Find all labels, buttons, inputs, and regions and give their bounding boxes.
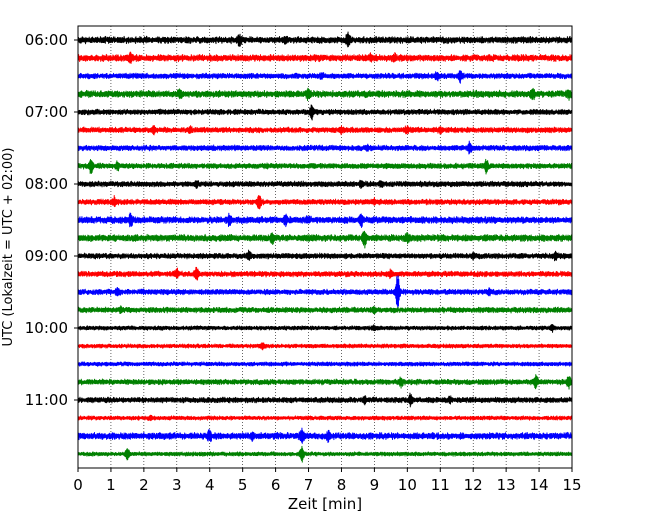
trace-line <box>77 230 573 249</box>
trace-line <box>77 158 573 175</box>
y-tick-label: 06:00 <box>25 31 68 49</box>
trace-line <box>77 212 573 228</box>
trace-line <box>77 249 573 262</box>
x-tick-label: 1 <box>106 476 116 494</box>
x-tick-label: 3 <box>172 476 182 494</box>
x-tick-label: 9 <box>370 476 380 494</box>
trace-line <box>77 374 573 390</box>
x-tick-label: 12 <box>464 476 483 494</box>
trace-line <box>77 305 573 315</box>
trace-line <box>77 275 573 310</box>
x-tick-label: 14 <box>530 476 549 494</box>
y-axis-title: UTC (Lokalzeit = UTC + 02:00) <box>1 148 16 347</box>
y-tick-label: 08:00 <box>25 175 68 193</box>
x-tick-label: 4 <box>205 476 215 494</box>
x-tick-label: 6 <box>271 476 281 494</box>
x-tick-label: 10 <box>398 476 417 494</box>
trace-lines <box>77 31 573 463</box>
y-tick-label: 07:00 <box>25 103 68 121</box>
trace-line <box>77 70 573 84</box>
trace-line <box>77 392 573 408</box>
trace-line <box>77 179 573 190</box>
y-axis-ticks: 06:00 07:00 08:00 09:00 10:00 11:00 <box>25 31 78 409</box>
trace-line <box>77 414 573 422</box>
x-tick-label: 7 <box>304 476 314 494</box>
x-axis-title: Zeit [min] <box>288 495 362 513</box>
x-tick-label: 0 <box>73 476 83 494</box>
x-tick-label: 8 <box>337 476 347 494</box>
trace-line <box>77 194 573 210</box>
x-axis-ticks: 0 1 2 3 4 5 6 7 8 9 10 11 12 13 14 15 <box>73 468 582 494</box>
y-tick-label: 10:00 <box>25 319 68 337</box>
x-tick-label: 2 <box>139 476 149 494</box>
trace-line <box>77 427 573 444</box>
x-tick-label: 13 <box>497 476 516 494</box>
x-tick-label: 5 <box>238 476 248 494</box>
trace-line <box>77 104 573 121</box>
trace-line <box>77 51 573 65</box>
trace-line <box>77 445 573 463</box>
trace-line <box>77 342 573 351</box>
x-tick-label: 11 <box>431 476 450 494</box>
trace-line <box>77 87 573 102</box>
x-tick-label: 15 <box>562 476 581 494</box>
trace-line <box>77 31 573 48</box>
y-tick-label: 11:00 <box>25 391 68 409</box>
trace-line <box>77 140 573 155</box>
trace-line <box>77 323 573 333</box>
trace-line <box>77 125 573 136</box>
y-tick-label: 09:00 <box>25 247 68 265</box>
trace-line <box>77 266 573 281</box>
trace-line <box>77 361 573 367</box>
plot-frame <box>77 25 573 469</box>
